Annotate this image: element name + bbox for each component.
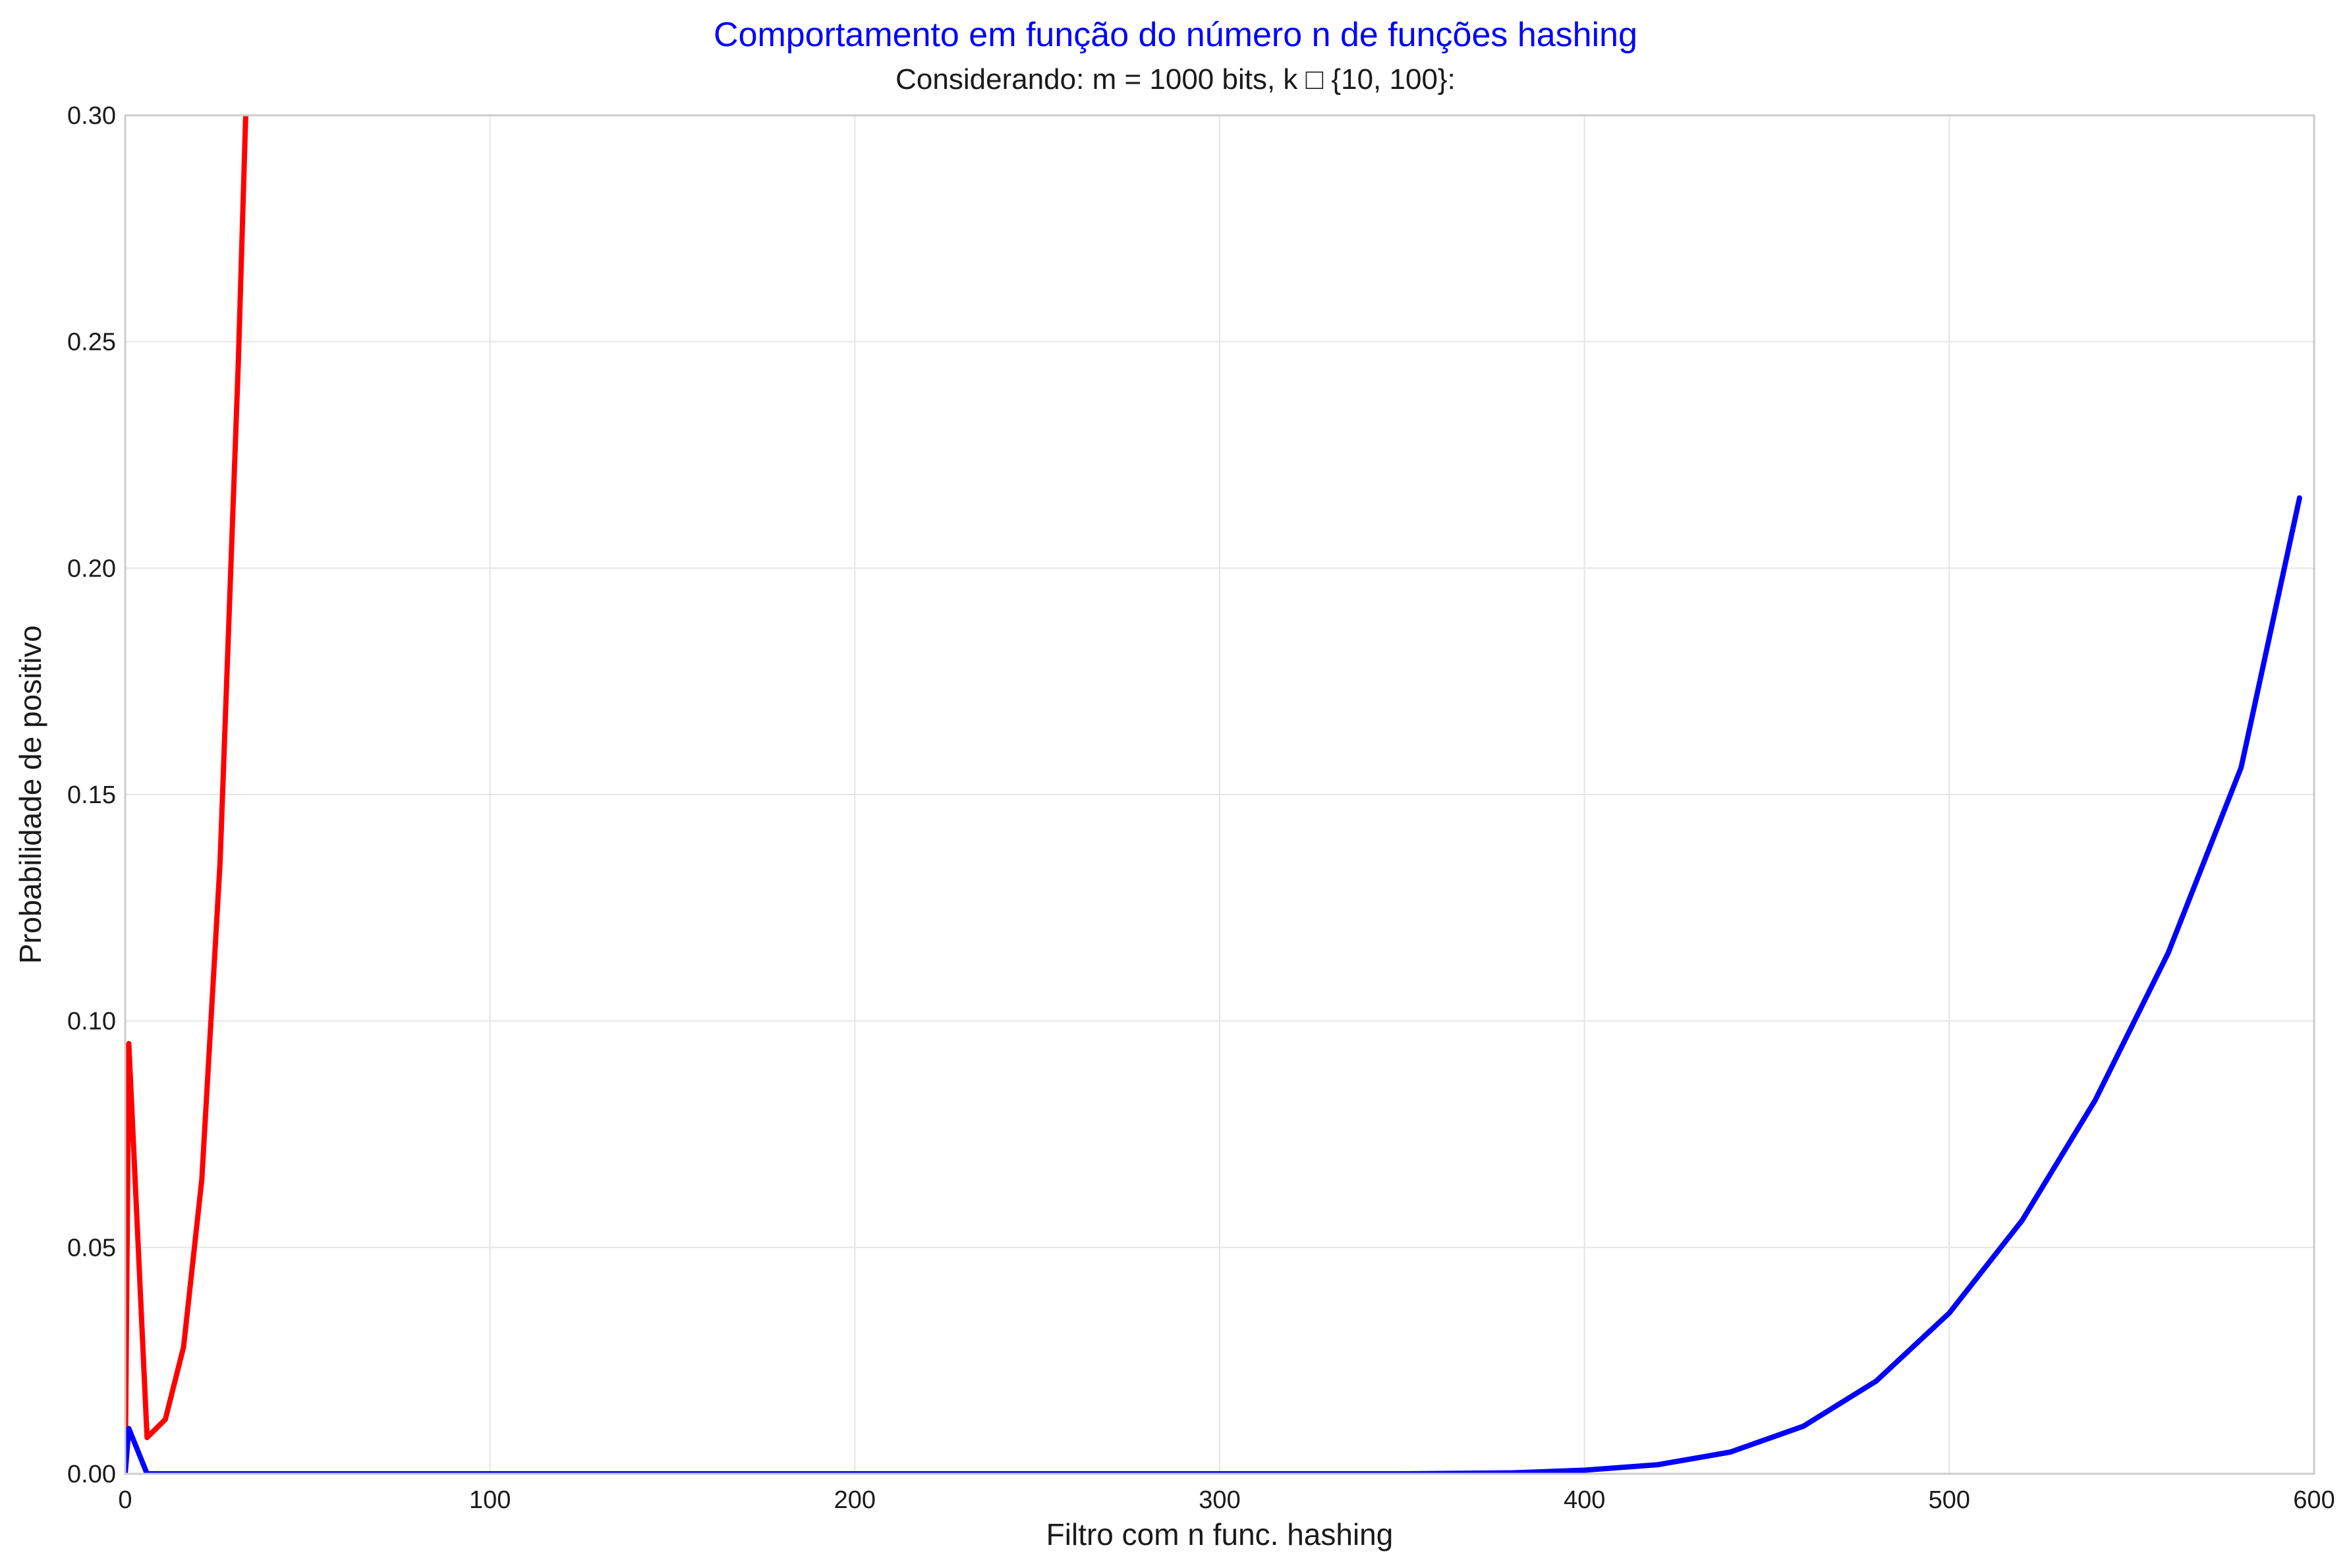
x-tick-label: 600: [2293, 1486, 2335, 1514]
y-tick-label: 0.20: [67, 555, 116, 582]
y-axis-label: Probabilidade de positivo: [13, 625, 47, 964]
y-tick-label: 0.25: [67, 329, 116, 356]
x-axis-label: Filtro com n func. hashing: [1046, 1517, 1394, 1552]
x-tick-label: 500: [1929, 1486, 1970, 1514]
y-tick-label: 0.05: [67, 1234, 116, 1262]
y-tick-label: 0.00: [67, 1461, 116, 1488]
y-tick-label: 0.30: [67, 102, 116, 130]
plot-frame: [124, 114, 2315, 1475]
x-tick-label: 200: [834, 1486, 876, 1514]
x-tick-label: 0: [118, 1486, 132, 1514]
x-tick-label: 300: [1199, 1486, 1240, 1514]
y-tick-label: 0.15: [67, 781, 116, 809]
chart-title: Comportamento em função do número n de f…: [714, 16, 1637, 54]
y-tick-label: 0.10: [67, 1008, 116, 1036]
series-line-2: [125, 495, 2302, 1474]
axis-ticks: 0 100 200 300 400 500 600 0.00 0.05 0.10 0.15 0.20 0…: [67, 102, 2335, 1514]
x-tick-label: 400: [1564, 1486, 1605, 1514]
series-line-1: [125, 115, 248, 1474]
x-tick-label: 100: [469, 1486, 511, 1514]
chart-subtitle: Considerando: m = 1000 bits, k □ {10, 10…: [895, 63, 1456, 96]
series-lines: [125, 115, 2302, 1474]
